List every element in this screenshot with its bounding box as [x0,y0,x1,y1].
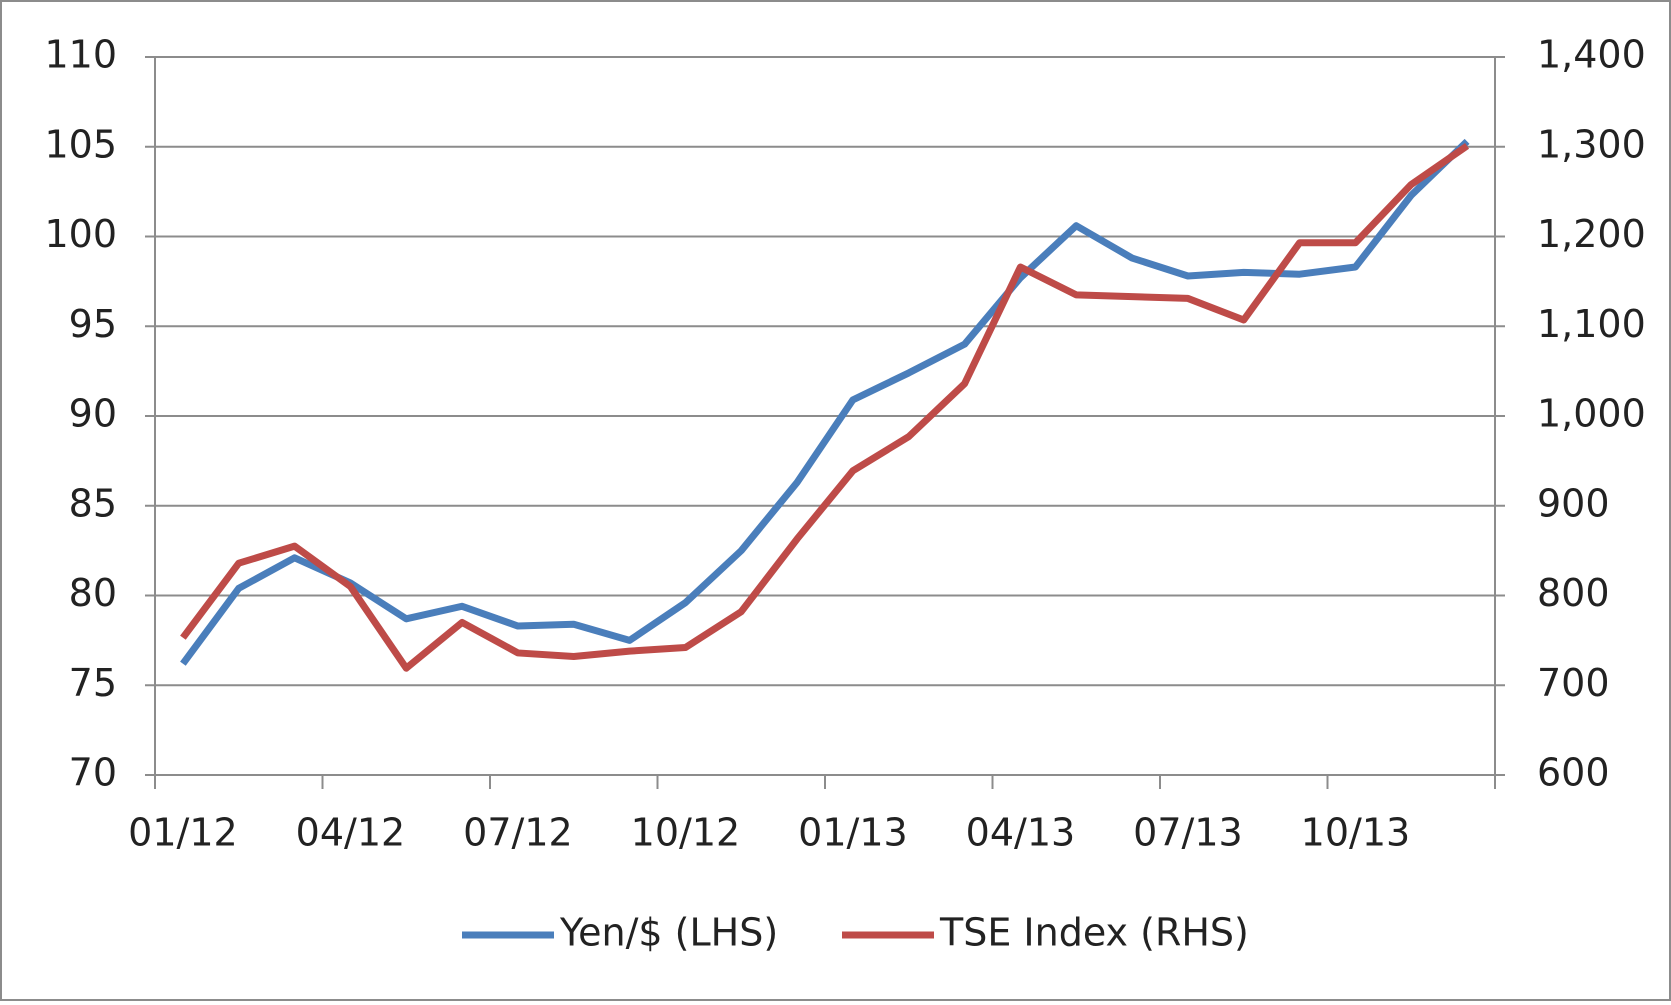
series-line [180,138,1470,666]
y-tick-label: 85 [69,481,117,525]
x-tick-label: 07/13 [1133,811,1243,855]
x-tick-label: 01/12 [128,811,238,855]
y2-tick-label: 700 [1537,661,1610,705]
y-tick-label: 90 [69,392,117,436]
y2-tick-label: 1,100 [1537,302,1646,346]
y2-tick-label: 800 [1537,571,1610,615]
y2-tick-label: 1,200 [1537,212,1646,256]
y-tick-label: 70 [69,751,117,795]
x-tick-label: 10/13 [1301,811,1411,855]
legend-label: Yen/$ (LHS) [559,911,778,955]
x-tick-label: 07/12 [463,811,573,855]
y2-tick-label: 900 [1537,481,1610,525]
y-tick-label: 95 [69,302,117,346]
y2-tick-label: 600 [1537,751,1610,795]
y-tick-label: 110 [44,33,117,77]
y2-tick-label: 1,300 [1537,122,1646,166]
x-tick-label: 10/12 [631,811,741,855]
x-tick-label: 01/13 [798,811,908,855]
y-tick-label: 75 [69,661,117,705]
legend-label: TSE Index (RHS) [939,911,1249,955]
x-tick-label: 04/13 [966,811,1076,855]
x-tick-label: 04/12 [296,811,406,855]
y2-tick-label: 1,000 [1537,392,1646,436]
y-tick-label: 105 [44,122,117,166]
series-line [180,142,1470,672]
y2-tick-label: 1,400 [1537,33,1646,77]
y-tick-label: 100 [44,212,117,256]
y-tick-label: 80 [69,571,117,615]
